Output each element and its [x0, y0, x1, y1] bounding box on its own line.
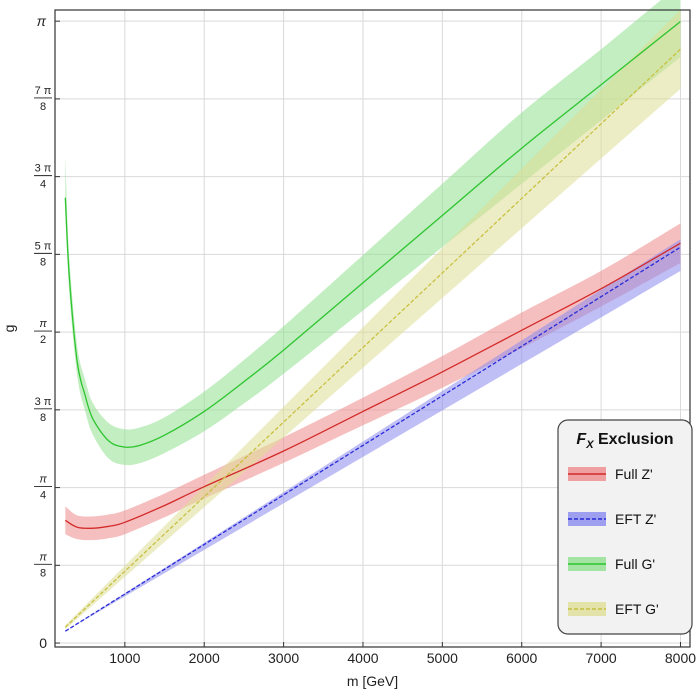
legend-label: Full G' [615, 556, 655, 572]
x-tick-label: 3000 [268, 650, 299, 666]
band-2 [65, 0, 681, 466]
y-tick-label: π [37, 13, 47, 29]
y-tick-denominator: 8 [40, 256, 46, 268]
x-axis-label: m [GeV] [347, 673, 398, 689]
band-1 [65, 239, 681, 632]
legend-items: Full Z' EFT Z' Full G' EFT G' [568, 466, 659, 617]
y-axis-ticks: 0 π 8 π 4 3 π 8 π 2 5 π 8 3 π 4 7 π 8 π [34, 13, 60, 651]
series-line-0 [64, 242, 681, 529]
legend-title-sub: X [585, 439, 594, 451]
y-tick-denominator: 8 [40, 101, 46, 113]
y-tick-denominator: 8 [40, 567, 46, 579]
y-tick-numerator: 3 π [35, 396, 52, 408]
y-tick-label: 0 [39, 635, 47, 651]
legend-title-rest: Exclusion [594, 431, 674, 448]
series-line-2 [64, 20, 681, 448]
x-tick-label: 2000 [189, 650, 220, 666]
y-tick-numerator: π [39, 474, 47, 486]
band-3 [65, 9, 681, 630]
y-tick-denominator: 4 [40, 490, 46, 502]
y-axis-label: g [1, 325, 17, 333]
legend-label: EFT G' [615, 601, 659, 617]
plot-frame [54, 9, 691, 648]
x-tick-label: 1000 [109, 650, 140, 666]
y-tick-numerator: 3 π [35, 163, 52, 175]
x-tick-label: 6000 [506, 650, 537, 666]
legend-label: EFT Z' [615, 511, 656, 527]
x-axis-ticks: 1000 2000 3000 4000 5000 6000 7000 8000 [109, 642, 696, 666]
y-tick-numerator: π [39, 318, 47, 330]
y-tick-denominator: 2 [40, 334, 46, 346]
x-tick-label: 4000 [347, 650, 378, 666]
y-tick-denominator: 4 [40, 179, 46, 191]
x-tick-label: 8000 [665, 650, 696, 666]
series-line-3 [64, 48, 681, 628]
x-tick-label: 5000 [427, 650, 458, 666]
legend-label: Full Z' [615, 466, 653, 482]
y-tick-numerator: 7 π [35, 85, 52, 97]
series-line-1 [64, 246, 681, 632]
legend-title-main: F [576, 431, 587, 448]
legend: FX Exclusion Full Z' EFT Z' Full G' EFT G' [557, 419, 693, 635]
error-bands [65, 0, 681, 632]
y-tick-denominator: 8 [40, 412, 46, 424]
series-lines [64, 20, 681, 632]
y-tick-numerator: π [39, 551, 47, 563]
legend-title: FX Exclusion [576, 431, 673, 451]
y-tick-numerator: 5 π [35, 240, 52, 252]
x-tick-label: 7000 [586, 650, 617, 666]
